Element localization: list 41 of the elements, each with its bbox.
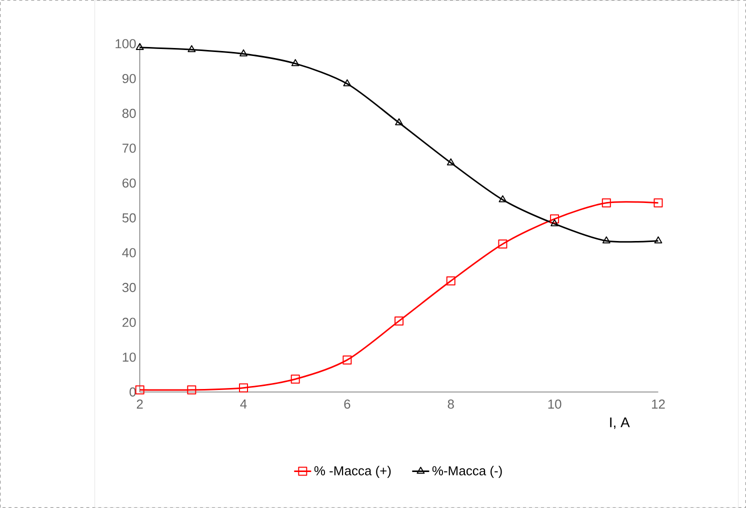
x-tick-label: 8 [448, 400, 454, 409]
point [135, 386, 144, 395]
y-tick-label: 20 [122, 318, 136, 328]
point [602, 198, 611, 208]
y-tick-label: 40 [122, 248, 136, 258]
point [290, 374, 300, 384]
y-tick-label: 60 [122, 178, 136, 188]
y-tick-label: 0 [130, 388, 136, 397]
x-axis-title: I, A [610, 418, 630, 430]
y-tick-label: 100 [116, 39, 136, 48]
point [550, 219, 559, 226]
y-tick-label: 80 [122, 108, 136, 118]
y-tick-label: 70 [122, 144, 136, 153]
x-tick-label: 10 [548, 400, 562, 409]
x-tick-label: 12 [652, 400, 665, 409]
x-tick-label: 2 [136, 400, 143, 409]
point [342, 356, 352, 365]
y-tick-label: 10 [122, 352, 136, 362]
y-tick-label: 30 [122, 283, 136, 292]
point [654, 236, 662, 244]
point [239, 383, 248, 392]
point [446, 158, 455, 166]
point [291, 59, 300, 66]
y-tick-label: 90 [122, 74, 136, 84]
legend-label: %-Масса (-) [432, 466, 502, 478]
point [343, 79, 352, 86]
point [188, 45, 196, 52]
y-tick-label: 50 [122, 213, 136, 223]
legend-label: % -Масса (+) [314, 466, 391, 478]
point [187, 386, 196, 395]
point [654, 198, 663, 208]
point [498, 240, 508, 249]
point [498, 195, 507, 202]
point [446, 276, 456, 286]
point [240, 49, 248, 56]
point [395, 118, 403, 126]
point [550, 214, 560, 224]
point [394, 316, 404, 326]
point [602, 236, 610, 244]
x-tick-label: 6 [344, 400, 350, 409]
x-tick-label: 4 [240, 400, 247, 409]
